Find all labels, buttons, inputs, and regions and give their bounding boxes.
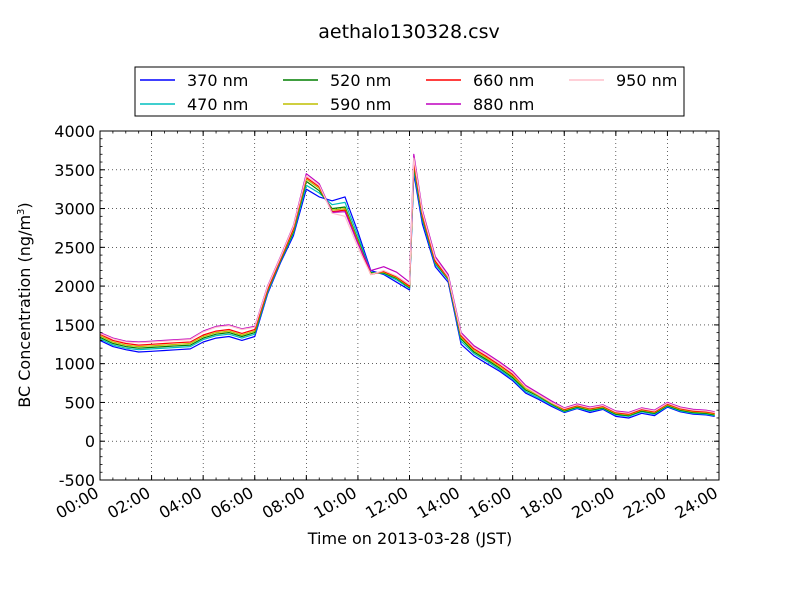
chart-title: aethalo130328.csv: [318, 21, 500, 43]
y-tick-label: 1000: [54, 355, 95, 374]
legend: 370 nm 470 nm 520 nm 590 nm 660 nm 880 nm 950 …: [134, 66, 685, 117]
legend-label: 950 nm: [616, 71, 677, 90]
y-tick-label: 0: [85, 432, 95, 451]
y-tick-labels: -500 0 500 1000 1500 2000 2500 3000 3500 4000: [54, 122, 95, 490]
legend-label: 590 nm: [330, 95, 391, 114]
x-axis-label: Time on 2013-03-28 (JST): [307, 529, 512, 548]
y-axis-label: BC Concentration (ng/m3): [15, 202, 34, 407]
axis-ticks: [99, 130, 720, 481]
y-tick-label: 2000: [54, 277, 95, 296]
y-tick-label: 3000: [54, 200, 95, 219]
y-tick-label: 3500: [54, 161, 95, 180]
y-tick-label: -500: [59, 471, 95, 490]
y-tick-label: 2500: [54, 238, 95, 257]
legend-label: 520 nm: [330, 71, 391, 90]
y-axis-label-tail: ): [15, 202, 34, 208]
y-tick-label: 4000: [54, 122, 95, 141]
legend-label: 370 nm: [187, 71, 248, 90]
y-tick-label: 500: [64, 393, 95, 412]
y-axis-label-sup: 3: [16, 209, 27, 215]
legend-label: 880 nm: [473, 95, 534, 114]
legend-label: 470 nm: [187, 95, 248, 114]
series-lines: [99, 153, 715, 419]
legend-box: [134, 66, 685, 117]
series-line: [99, 157, 715, 414]
y-tick-label: 1500: [54, 316, 95, 335]
y-axis-label-main: BC Concentration (ng/m: [15, 215, 34, 408]
legend-label: 660 nm: [473, 71, 534, 90]
